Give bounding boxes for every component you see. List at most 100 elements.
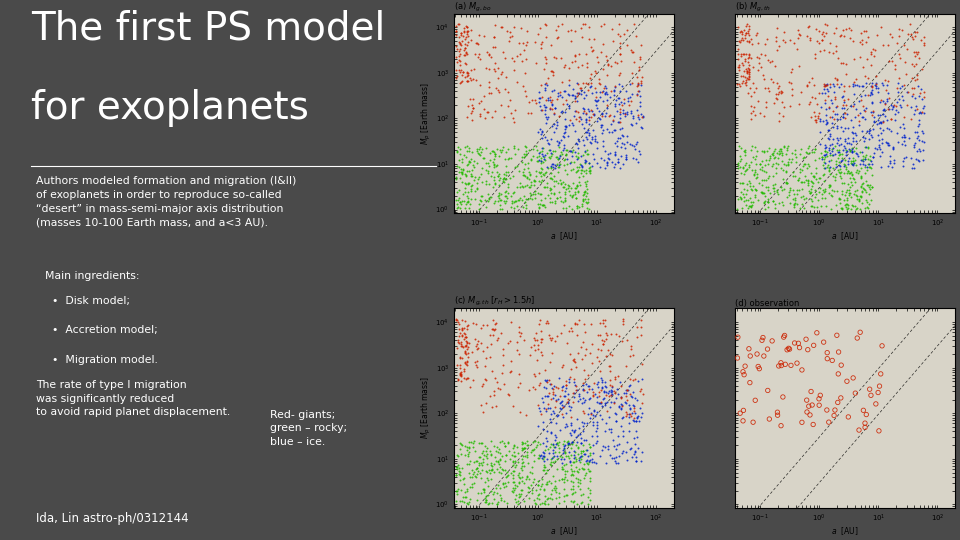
Point	[840, 159, 855, 168]
Point	[841, 413, 856, 421]
Point	[569, 386, 585, 394]
Point	[870, 87, 885, 96]
Point	[584, 409, 599, 417]
Point	[554, 410, 569, 418]
Point	[564, 497, 579, 505]
Point	[770, 45, 785, 54]
Point	[556, 161, 571, 170]
Point	[620, 41, 636, 50]
Point	[564, 461, 579, 469]
Point	[874, 129, 889, 138]
Point	[458, 358, 473, 367]
Point	[766, 98, 781, 107]
Point	[476, 153, 492, 162]
Point	[850, 150, 865, 158]
Point	[586, 150, 601, 159]
Point	[588, 88, 604, 97]
Point	[571, 390, 587, 399]
Point	[740, 196, 756, 205]
Point	[612, 57, 628, 65]
Point	[560, 146, 575, 154]
Point	[835, 59, 851, 68]
Point	[588, 439, 604, 448]
Point	[876, 105, 892, 113]
Point	[487, 155, 502, 164]
Point	[536, 65, 551, 73]
Point	[488, 43, 503, 51]
Point	[907, 32, 923, 40]
Point	[592, 163, 608, 171]
Point	[566, 393, 582, 402]
Point	[480, 476, 495, 484]
Point	[906, 164, 922, 172]
Point	[883, 114, 899, 123]
Point	[587, 155, 602, 164]
Point	[866, 106, 881, 115]
Point	[567, 187, 583, 196]
Point	[837, 113, 852, 122]
Point	[635, 124, 650, 133]
Point	[887, 156, 902, 165]
Point	[531, 451, 546, 460]
Point	[876, 126, 891, 134]
Point	[626, 434, 641, 443]
Point	[496, 197, 512, 206]
Point	[451, 325, 467, 334]
Point	[508, 197, 523, 205]
Point	[841, 166, 856, 175]
Point	[582, 119, 597, 128]
Point	[558, 467, 573, 475]
Point	[593, 374, 609, 383]
Point	[493, 190, 509, 198]
Point	[818, 82, 833, 90]
Point	[559, 146, 574, 155]
Point	[557, 422, 572, 431]
Point	[863, 185, 878, 193]
Point	[882, 157, 898, 165]
Point	[615, 109, 631, 118]
Point	[573, 439, 588, 448]
Point	[531, 127, 546, 136]
Point	[853, 92, 869, 100]
Point	[839, 163, 854, 172]
Point	[584, 70, 599, 79]
Point	[601, 155, 616, 164]
Point	[846, 137, 861, 146]
Point	[520, 158, 536, 167]
Point	[456, 367, 471, 375]
Point	[850, 334, 865, 342]
Point	[773, 86, 788, 95]
Point	[533, 93, 548, 102]
Point	[538, 86, 553, 94]
Text: Ida, Lin astro-ph/0312144: Ida, Lin astro-ph/0312144	[36, 512, 188, 525]
Point	[597, 164, 612, 172]
Point	[478, 159, 493, 167]
Point	[574, 451, 589, 460]
Point	[819, 80, 834, 89]
Point	[810, 178, 826, 186]
Point	[488, 374, 503, 382]
Point	[804, 188, 819, 197]
Point	[731, 160, 746, 169]
Point	[634, 384, 649, 393]
Point	[464, 483, 479, 491]
Point	[538, 376, 553, 385]
Point	[604, 387, 619, 396]
Point	[742, 201, 757, 210]
Point	[914, 137, 929, 145]
Point	[526, 457, 541, 465]
Point	[458, 171, 473, 179]
Point	[828, 200, 844, 209]
Point	[590, 331, 606, 340]
Point	[749, 147, 764, 156]
Point	[486, 176, 501, 184]
Point	[480, 108, 495, 117]
Point	[871, 388, 886, 397]
Point	[853, 182, 869, 191]
Point	[563, 191, 578, 199]
Point	[536, 158, 551, 166]
Point	[506, 461, 521, 469]
Point	[507, 481, 522, 489]
Point	[511, 195, 526, 204]
Point	[608, 99, 623, 108]
